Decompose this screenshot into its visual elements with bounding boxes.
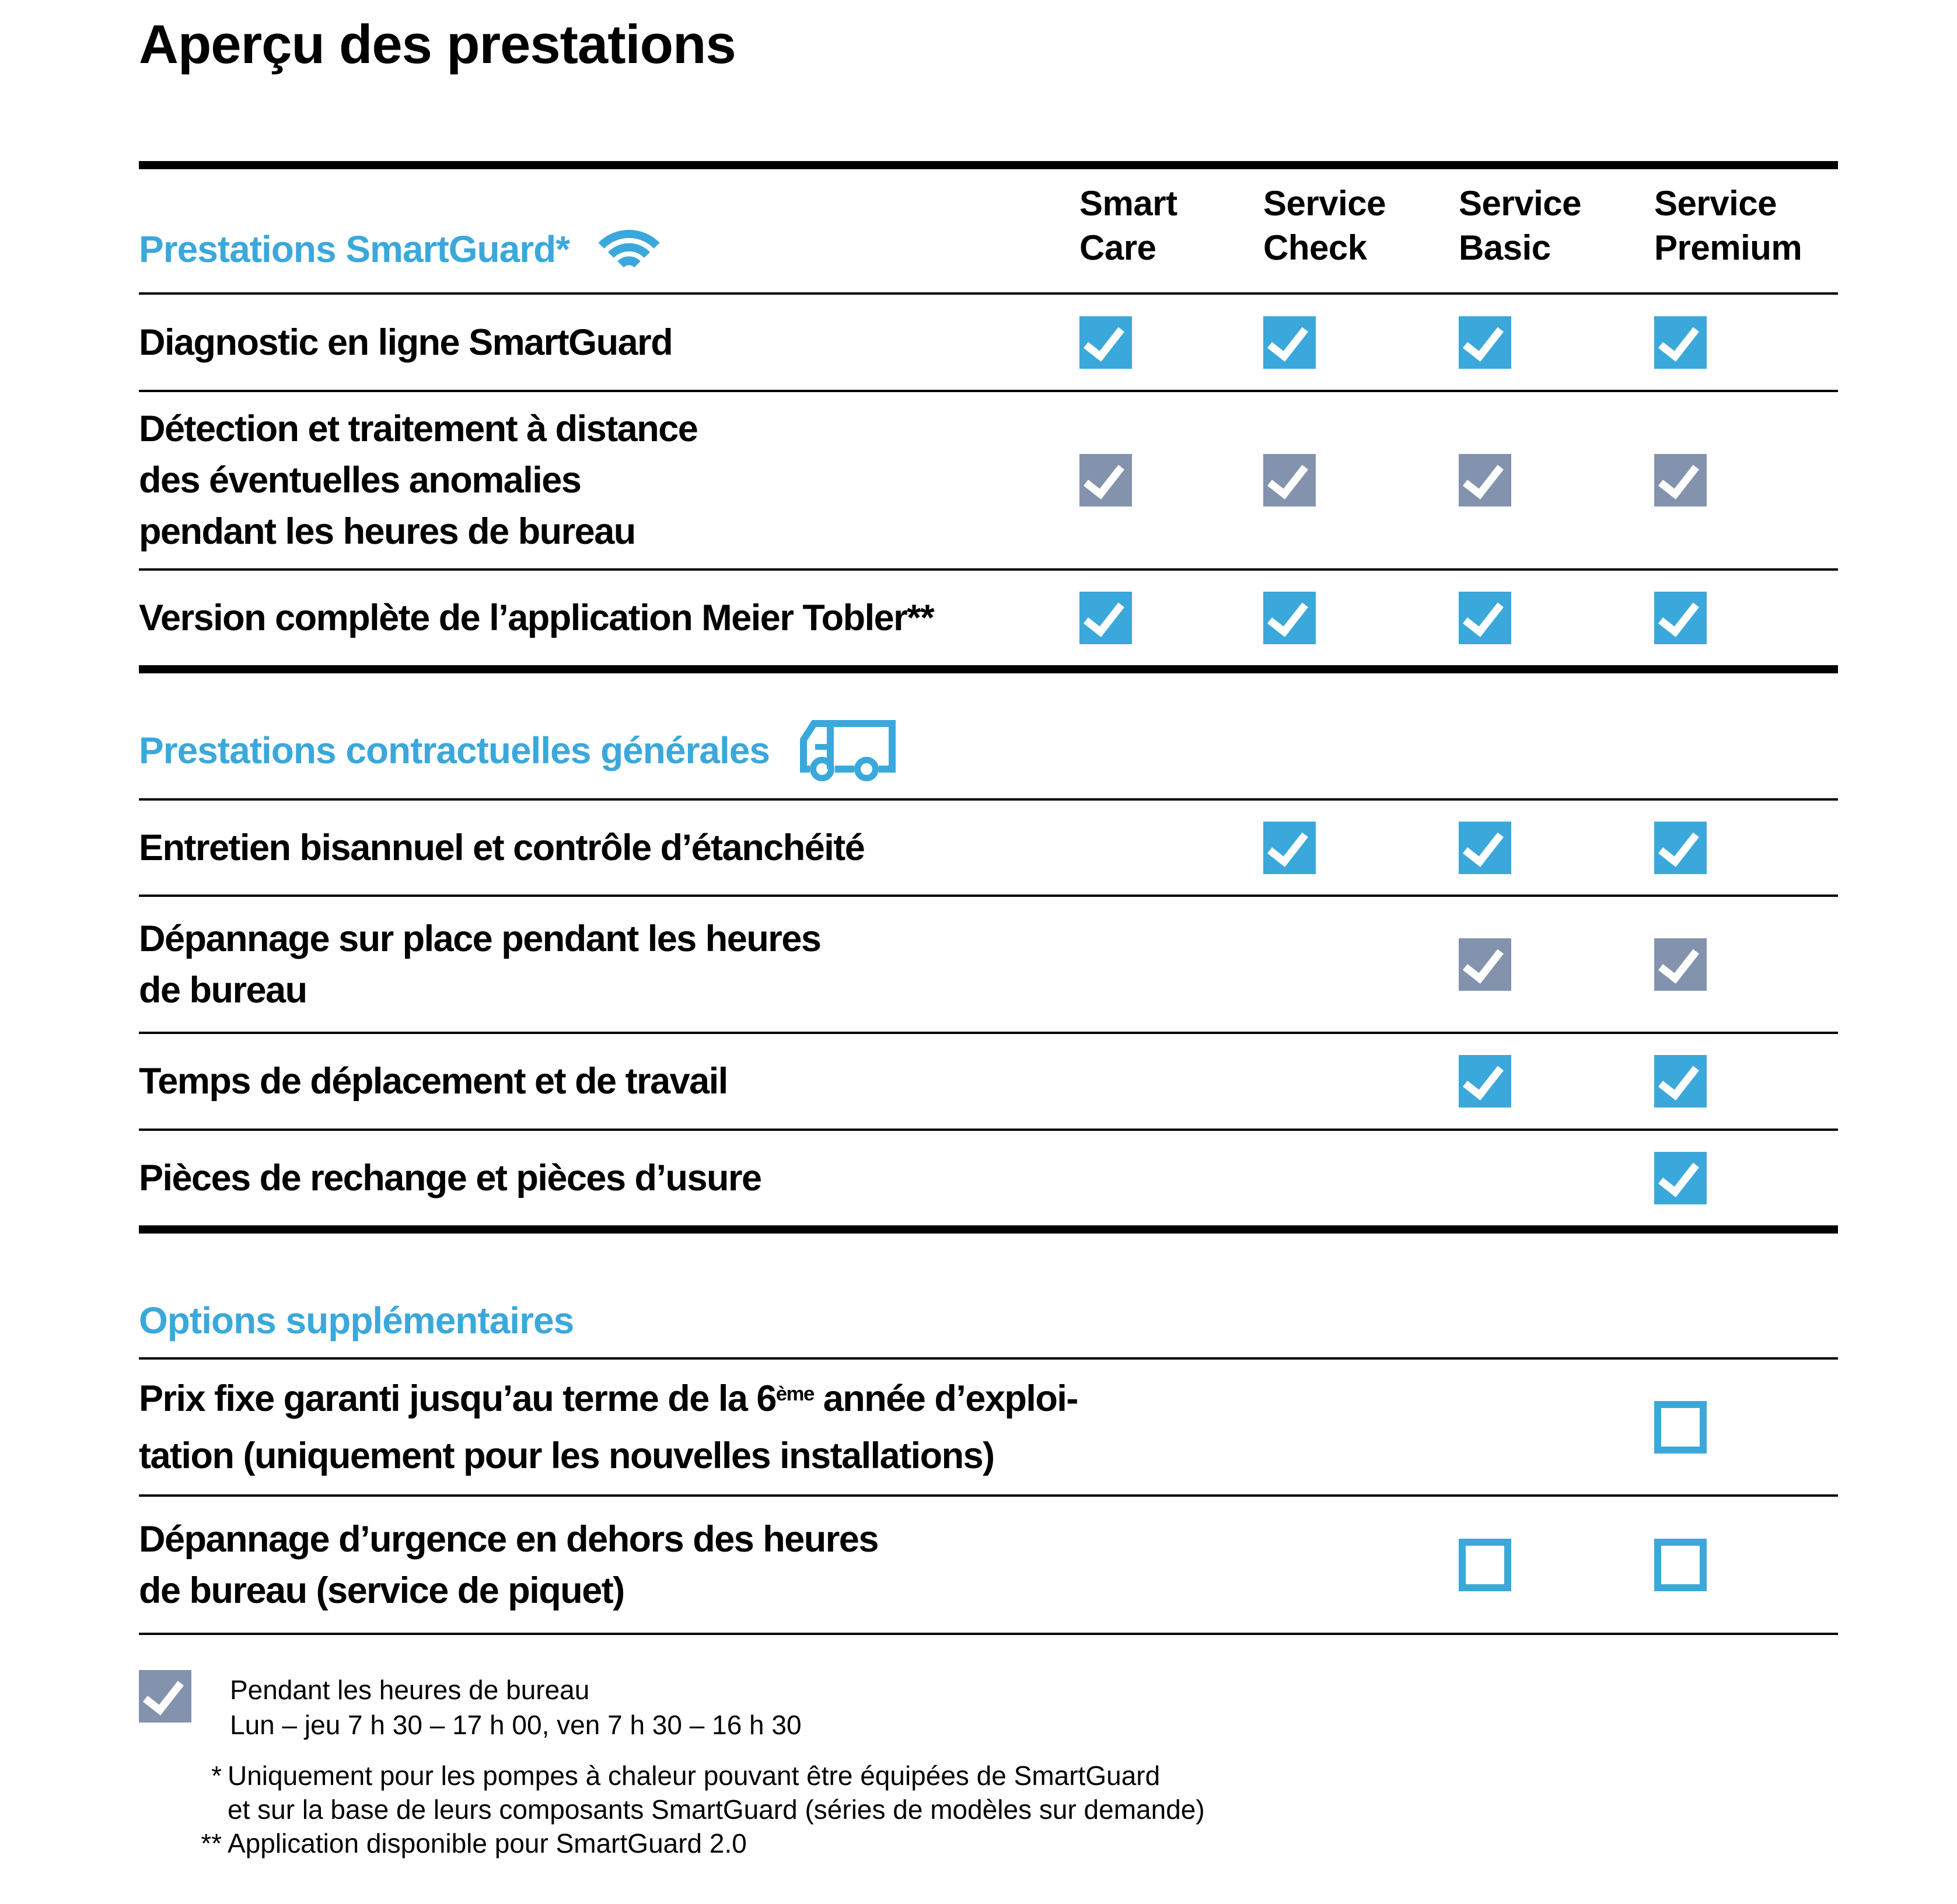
truck-icon bbox=[794, 718, 899, 783]
section-heading-label: Prestations contractuelles générales bbox=[139, 729, 770, 771]
option-checkbox bbox=[1654, 1400, 1707, 1454]
check-cell bbox=[1654, 938, 1707, 991]
table-row: Dépannage d’urgence en dehors des heures… bbox=[139, 1497, 1838, 1635]
column-header-service-premium: Service Premium bbox=[1654, 184, 1802, 267]
table-row: Entretien bisannuel et contrôle d’étanch… bbox=[139, 801, 1838, 897]
wifi-icon bbox=[594, 221, 664, 273]
legend-text: Pendant les heures de bureau Lun – jeu 7… bbox=[230, 1675, 802, 1740]
page-title: Aperçu des prestations bbox=[139, 13, 736, 75]
check-cell bbox=[1654, 1152, 1707, 1204]
check-cell bbox=[1459, 938, 1511, 991]
services-table: Prestations SmartGuard* Smart Care Servi… bbox=[139, 161, 1838, 1860]
row-label: Entretien bisannuel et contrôle d’étanch… bbox=[139, 827, 865, 868]
row-label: Version complète de l’application Meier … bbox=[139, 598, 935, 638]
footnote-marker: ** bbox=[201, 1828, 222, 1858]
option-checkbox bbox=[1459, 1538, 1511, 1591]
table-row: Dépannage sur place pendant les heures d… bbox=[139, 897, 1838, 1034]
check-cell bbox=[1079, 592, 1132, 644]
footnote-marker: * bbox=[211, 1760, 222, 1791]
check-cell bbox=[1654, 1055, 1707, 1108]
check-cell bbox=[1654, 592, 1707, 644]
check-cell bbox=[1263, 454, 1316, 506]
row-label: Pièces de rechange et pièces d’usure bbox=[139, 1158, 762, 1199]
footnote-text: Application disponible pour SmartGuard 2… bbox=[228, 1828, 747, 1858]
check-cell bbox=[1654, 316, 1707, 369]
table-row: Détection et traitement à distance des é… bbox=[139, 392, 1838, 571]
table-row: Diagnostic en ligne SmartGuard bbox=[139, 295, 1838, 392]
footnote-marker bbox=[139, 1793, 228, 1826]
footnote: * Uniquement pour les pompes à chaleur p… bbox=[139, 1759, 1838, 1793]
section-heading-contractuelles: Prestations contractuelles générales bbox=[139, 718, 899, 783]
column-header-smart-care: Smart Care bbox=[1079, 184, 1177, 267]
row-label: Temps de déplacement et de travail bbox=[139, 1061, 728, 1102]
check-cell bbox=[1079, 316, 1132, 369]
check-cell bbox=[1263, 592, 1316, 644]
footnote-text: Uniquement pour les pompes à chaleur pou… bbox=[228, 1760, 1161, 1791]
section-header-contractuelles: Prestations contractuelles générales bbox=[139, 673, 1838, 801]
table-row: Pièces de rechange et pièces d’usure bbox=[139, 1131, 1838, 1234]
footnotes: * Uniquement pour les pompes à chaleur p… bbox=[139, 1759, 1838, 1860]
section-header-options: Options supplémentaires bbox=[139, 1234, 1838, 1360]
section-heading-label: Options supplémentaires bbox=[139, 1299, 574, 1341]
table-row: Temps de déplacement et de travail bbox=[139, 1034, 1838, 1131]
check-cell bbox=[1263, 316, 1316, 369]
row-label: Diagnostic en ligne SmartGuard bbox=[139, 322, 673, 363]
check-cell bbox=[1079, 454, 1132, 506]
section-heading-smartguard: Prestations SmartGuard* bbox=[139, 223, 664, 275]
check-cell bbox=[1654, 821, 1707, 874]
check-cell bbox=[1459, 592, 1511, 644]
column-header-service-check: Service Check bbox=[1263, 184, 1386, 267]
check-cell bbox=[1654, 454, 1707, 506]
table-row: Version complète de l’application Meier … bbox=[139, 571, 1838, 673]
superscript: ème bbox=[775, 1383, 815, 1406]
footnote: et sur la base de leurs composants Smart… bbox=[139, 1793, 1838, 1826]
footnote: ** Application disponible pour SmartGuar… bbox=[139, 1826, 1838, 1860]
option-checkbox bbox=[1654, 1538, 1707, 1591]
row-label: Prix fixe garanti jusqu’au terme de la 6… bbox=[139, 1378, 1078, 1476]
gray-check-icon bbox=[139, 1670, 191, 1723]
check-cell bbox=[1459, 1055, 1511, 1108]
section-heading-label: Prestations SmartGuard* bbox=[139, 228, 570, 270]
row-label: Dépannage sur place pendant les heures d… bbox=[139, 918, 822, 1011]
check-cell bbox=[1459, 316, 1511, 369]
section-heading-options: Options supplémentaires bbox=[139, 1299, 574, 1342]
footnote-text: et sur la base de leurs composants Smart… bbox=[228, 1794, 1205, 1825]
check-cell bbox=[1459, 454, 1511, 506]
row-label: Dépannage d’urgence en dehors des heures… bbox=[139, 1518, 879, 1611]
table-row: Prix fixe garanti jusqu’au terme de la 6… bbox=[139, 1360, 1838, 1497]
column-header-service-basic: Service Basic bbox=[1459, 184, 1582, 267]
row-label: Détection et traitement à distance des é… bbox=[139, 408, 698, 552]
legend: Pendant les heures de bureau Lun – jeu 7… bbox=[139, 1670, 1838, 1742]
check-cell bbox=[1459, 821, 1511, 874]
table-header: Prestations SmartGuard* Smart Care Servi… bbox=[139, 161, 1838, 295]
check-cell bbox=[1263, 821, 1316, 874]
